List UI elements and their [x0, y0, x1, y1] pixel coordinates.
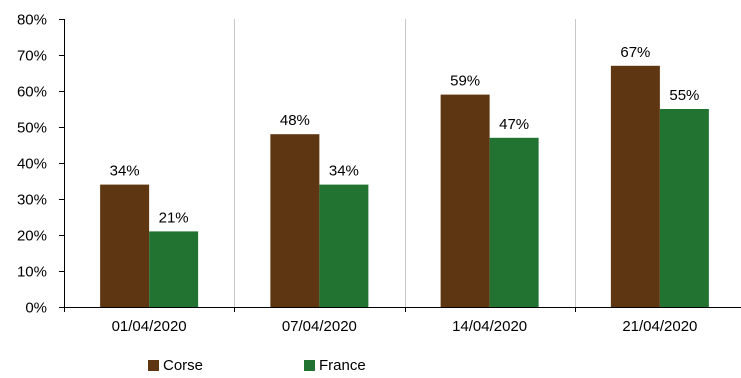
- y-tick-label: 70%: [17, 48, 47, 65]
- x-tick-label: 07/04/2020: [282, 318, 357, 335]
- y-tick-label: 0%: [25, 300, 47, 317]
- legend-label-france: France: [319, 357, 366, 374]
- y-tick-label: 20%: [17, 228, 47, 245]
- y-tick-label: 30%: [17, 192, 47, 209]
- axes: [59, 19, 741, 312]
- bar-france-3: [659, 109, 709, 307]
- bar-corse-0: [100, 184, 150, 307]
- data-label-corse-1: 48%: [280, 112, 310, 129]
- data-label-france-3: 55%: [669, 87, 699, 104]
- data-label-corse-0: 34%: [110, 163, 140, 180]
- legend: Corse France: [148, 357, 366, 374]
- data-label-france-1: 34%: [329, 163, 359, 180]
- bars: [100, 65, 709, 307]
- bar-france-2: [489, 137, 539, 307]
- data-label-france-2: 47%: [499, 116, 529, 133]
- y-tick-label: 50%: [17, 120, 47, 137]
- data-label-corse-2: 59%: [450, 73, 480, 90]
- legend-swatch-corse: [148, 360, 159, 371]
- bar-france-1: [319, 184, 369, 307]
- labels: 34% 21% 01/04/2020 48% 34% 07/04/2020 59% 47% 14…: [17, 12, 699, 336]
- x-tick-label: 01/04/2020: [112, 318, 187, 335]
- legend-label-corse: Corse: [163, 357, 203, 374]
- y-tick-label: 80%: [17, 12, 47, 29]
- x-tick-label: 14/04/2020: [452, 318, 527, 335]
- y-tick-label: 40%: [17, 156, 47, 173]
- bar-corse-2: [440, 94, 490, 307]
- data-label-corse-3: 67%: [620, 44, 650, 61]
- bar-france-0: [149, 231, 199, 307]
- bar-corse-1: [270, 134, 320, 307]
- grid-lines: [234, 19, 576, 307]
- y-tick-label: 60%: [17, 84, 47, 101]
- legend-swatch-france: [304, 360, 315, 371]
- data-label-france-0: 21%: [159, 209, 189, 226]
- x-tick-label: 21/04/2020: [622, 318, 697, 335]
- bar-corse-3: [610, 65, 660, 307]
- y-tick-label: 10%: [17, 264, 47, 281]
